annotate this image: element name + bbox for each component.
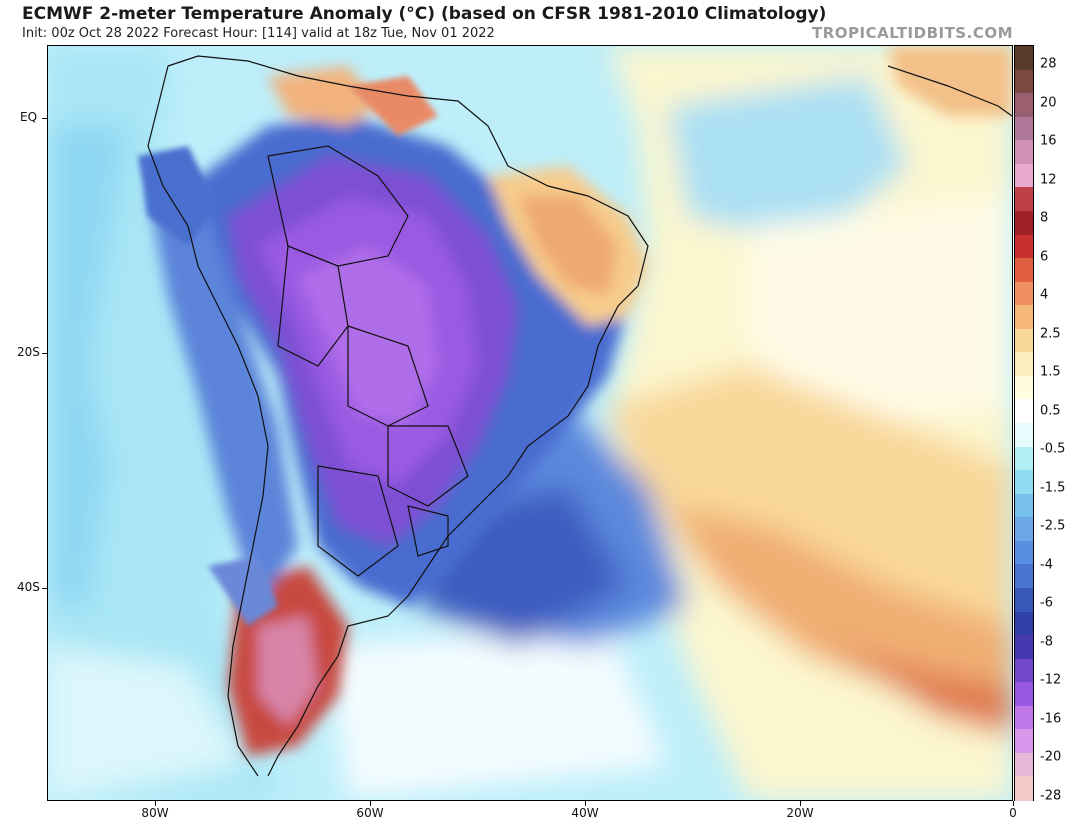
colorbar-segment <box>1015 46 1033 71</box>
colorbar-label: -2.5 <box>1040 518 1066 534</box>
colorbar-segment <box>1015 682 1033 707</box>
temperature-anomaly-map <box>47 45 1013 801</box>
colorbar-label: -8 <box>1040 634 1053 649</box>
colorbar-segment <box>1015 234 1033 259</box>
colorbar-label: -20 <box>1040 749 1062 765</box>
colorbar-segment <box>1015 305 1033 330</box>
colorbar-segment <box>1015 470 1033 495</box>
colorbar-label: -12 <box>1040 672 1062 688</box>
colorbar-segment <box>1015 328 1033 353</box>
colorbar-segment <box>1015 635 1033 660</box>
lon-tick-0 <box>1013 801 1014 806</box>
colorbar-label: -16 <box>1040 711 1062 726</box>
colorbar-segment <box>1015 210 1033 235</box>
site-credit: TROPICALTIDBITS.COM <box>812 24 1013 42</box>
lon-tick-80w <box>155 801 156 806</box>
colorbar-segment <box>1015 446 1033 471</box>
colorbar <box>1014 45 1034 801</box>
colorbar-label: -28 <box>1040 788 1062 803</box>
colorbar-label: 2.5 <box>1040 326 1061 341</box>
colorbar-segment <box>1015 752 1033 777</box>
colorbar-segment <box>1015 493 1033 518</box>
colorbar-segment <box>1015 517 1033 542</box>
colorbar-segment <box>1015 258 1033 283</box>
colorbar-segment <box>1015 611 1033 636</box>
colorbar-label: 4 <box>1040 287 1049 303</box>
lat-tick-eq <box>42 118 47 119</box>
colorbar-label: -1.5 <box>1040 480 1066 495</box>
colorbar-segment <box>1015 69 1033 94</box>
lon-tick-40w <box>585 801 586 806</box>
colorbar-segment <box>1015 776 1033 801</box>
colorbar-label: 20 <box>1040 95 1057 110</box>
lon-label-80w: 80W <box>141 806 169 820</box>
colorbar-segment <box>1015 163 1033 188</box>
lat-tick-40s <box>42 588 47 589</box>
colorbar-segment <box>1015 587 1033 612</box>
colorbar-label: -0.5 <box>1040 441 1066 457</box>
colorbar-label: 0.5 <box>1040 403 1061 418</box>
lon-label-40w: 40W <box>571 806 599 820</box>
colorbar-label: -6 <box>1040 595 1053 611</box>
lon-label-60w: 60W <box>356 806 384 820</box>
colorbar-segment <box>1015 281 1033 306</box>
colorbar-segment <box>1015 423 1033 448</box>
colorbar-segment <box>1015 93 1033 118</box>
colorbar-label: 1.5 <box>1040 364 1061 380</box>
anomaly-field-land <box>148 46 1012 756</box>
colorbar-label: 28 <box>1040 56 1057 72</box>
colorbar-segment <box>1015 140 1033 165</box>
lat-label-20s: 20S <box>17 345 40 359</box>
colorbar-segment <box>1015 352 1033 377</box>
lat-label-eq: EQ <box>20 110 38 124</box>
lon-label-20w: 20W <box>786 806 814 820</box>
colorbar-label: -4 <box>1040 557 1053 572</box>
colorbar-segment <box>1015 399 1033 424</box>
lat-label-40s: 40S <box>17 580 40 594</box>
colorbar-segment <box>1015 705 1033 730</box>
coastline-outlines <box>147 55 1012 777</box>
colorbar-segment <box>1015 375 1033 400</box>
colorbar-segment <box>1015 187 1033 212</box>
colorbar-segment <box>1015 540 1033 565</box>
colorbar-label: 6 <box>1040 249 1049 264</box>
colorbar-segment <box>1015 729 1033 754</box>
lon-label-0: 0 <box>1009 806 1017 820</box>
lat-tick-20s <box>42 353 47 354</box>
lon-tick-60w <box>370 801 371 806</box>
colorbar-label: 12 <box>1040 172 1057 187</box>
colorbar-segment <box>1015 564 1033 589</box>
colorbar-segment <box>1015 658 1033 683</box>
lon-tick-20w <box>800 801 801 806</box>
colorbar-label: 8 <box>1040 210 1049 226</box>
colorbar-segment <box>1015 116 1033 141</box>
map-title: ECMWF 2-meter Temperature Anomaly (°C) (… <box>22 4 827 24</box>
colorbar-label: 16 <box>1040 133 1057 149</box>
map-subtitle: Init: 00z Oct 28 2022 Forecast Hour: [11… <box>22 26 495 41</box>
